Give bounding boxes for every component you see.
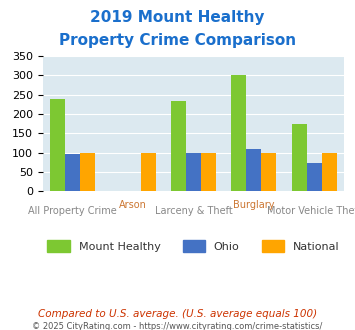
Text: Burglary: Burglary bbox=[233, 200, 274, 210]
Text: Property Crime Comparison: Property Crime Comparison bbox=[59, 33, 296, 48]
Bar bbox=[201, 153, 216, 191]
Bar bbox=[231, 75, 246, 191]
Bar bbox=[171, 101, 186, 191]
Bar bbox=[186, 153, 201, 191]
Bar bbox=[65, 154, 80, 191]
Text: Motor Vehicle Theft: Motor Vehicle Theft bbox=[267, 206, 355, 216]
Bar bbox=[291, 124, 307, 191]
Bar bbox=[50, 99, 65, 191]
Text: © 2025 CityRating.com - https://www.cityrating.com/crime-statistics/: © 2025 CityRating.com - https://www.city… bbox=[32, 322, 323, 330]
Text: All Property Crime: All Property Crime bbox=[28, 206, 117, 216]
Text: Compared to U.S. average. (U.S. average equals 100): Compared to U.S. average. (U.S. average … bbox=[38, 309, 317, 318]
Bar bbox=[307, 163, 322, 191]
Legend: Mount Healthy, Ohio, National: Mount Healthy, Ohio, National bbox=[43, 236, 344, 256]
Bar bbox=[246, 149, 261, 191]
Bar bbox=[141, 153, 156, 191]
Text: Arson: Arson bbox=[119, 200, 147, 210]
Bar bbox=[261, 153, 277, 191]
Text: Larceny & Theft: Larceny & Theft bbox=[154, 206, 233, 216]
Bar bbox=[80, 153, 95, 191]
Text: 2019 Mount Healthy: 2019 Mount Healthy bbox=[90, 10, 265, 25]
Bar bbox=[322, 153, 337, 191]
